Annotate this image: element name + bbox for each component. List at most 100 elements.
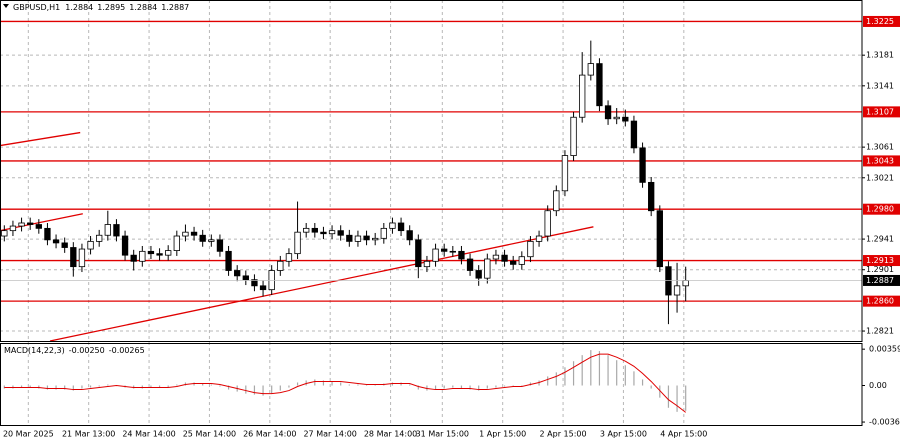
candle-body [199,234,206,242]
candle-body [96,234,103,242]
macd-bar [296,382,299,386]
x-tick-label: 27 Mar 14:00 [303,430,356,439]
macd-bar [279,385,281,391]
current-price-label: 1.2887 [866,276,894,285]
candle-body [673,285,681,296]
level-label: 1.2980 [866,205,894,214]
x-tick-label: 31 Mar 15:00 [416,430,469,439]
level-label: 1.3225 [866,17,894,26]
macd-bar [141,385,143,389]
header-open: 1.2884 [65,3,93,12]
candle-body [147,250,155,255]
y-tick-label: 1.2941 [866,235,894,244]
macd-bar [3,385,5,389]
candle-body [294,231,301,255]
macd-bar [555,372,557,386]
collapse-icon[interactable] [3,4,9,8]
candle-body [406,230,413,241]
macd-panel-frame [0,343,863,426]
y-tick-label: 1.2901 [866,265,894,274]
macd-bar [89,385,92,388]
macd-bar [486,385,488,389]
y-tick-label: 1.3061 [866,143,894,152]
candle-body [527,240,534,258]
macd-bar [572,361,575,386]
x-tick-label: 25 Mar 14:00 [183,430,236,439]
candle-body [372,237,379,241]
candle-body [579,74,586,118]
macd-bar [193,382,195,386]
macd-bar [374,384,376,386]
macd-value: -0.00250 [69,346,105,355]
y-tick-label: 1.3181 [866,51,894,60]
macd-bar [150,385,152,388]
macd-bar [158,385,161,388]
macd-bar [650,385,652,389]
x-tick-label: 24 Mar 14:00 [122,430,175,439]
macd-bar [219,385,221,387]
candle-body [61,242,68,248]
candle-body [682,280,689,287]
candle-body [234,270,241,277]
macd-bar [434,385,437,390]
level-label-box [863,255,900,267]
macd-bar [659,385,661,398]
header-low: 1.2884 [129,3,157,12]
macd-bar [64,385,66,390]
candle-body [466,258,474,271]
signal-value: -0.00265 [109,346,145,355]
macd-bar [357,384,359,386]
macd-bar [547,376,549,386]
macd-bar [443,385,445,389]
candle-body [458,250,465,260]
macd-bar [348,384,350,386]
macd-bar [253,385,256,395]
candle-body [18,222,25,227]
candle-body [104,224,111,236]
candle-body [544,210,551,237]
x-tick-label: 2 Apr 15:00 [540,430,587,439]
candle-body [432,248,439,262]
macd-bar [176,384,178,386]
macd-bar [72,385,74,391]
macd-bar [417,385,419,390]
candle-body [475,270,482,279]
macd-bar [469,385,471,390]
x-tick-label: 3 Apr 15:00 [600,430,647,439]
candle-body [139,250,146,262]
candle-body [397,222,405,232]
candle-body [639,147,646,183]
level-label-box [863,106,900,118]
candle-body [208,239,215,242]
macd-bar [322,380,325,386]
macd-bar [365,385,368,387]
candle-body [277,260,284,271]
candle-body [216,239,224,252]
macd-bar [598,351,601,386]
macd-bar [271,385,273,394]
candle-body [52,239,60,244]
macd-bar [590,350,592,386]
macd-bar [564,367,566,386]
header: GBPUSD,H1 1.2884 1.2895 1.2884 1.2887 [13,3,189,12]
macd-bar [107,384,109,386]
candle-body [78,248,86,268]
macd-bar [210,384,212,386]
candle-body [165,250,172,256]
level-label: 1.2860 [866,297,894,306]
y-tick-label: -0.00361 [869,418,900,427]
macd-header: MACD(14,22,3) -0.00250 -0.00265 [4,346,145,355]
macd-bar [340,382,342,386]
candle-body [648,181,655,212]
candle-body [449,250,456,253]
macd-bar [314,379,316,386]
macd-bar [245,385,247,394]
y-tick-label: 1.2821 [866,327,894,336]
macd-bar [512,385,514,387]
macd-bar [641,379,644,386]
macd-bar [46,385,49,390]
x-tick-label: 20 Mar 2025 [3,430,54,439]
macd-bar [400,382,402,386]
